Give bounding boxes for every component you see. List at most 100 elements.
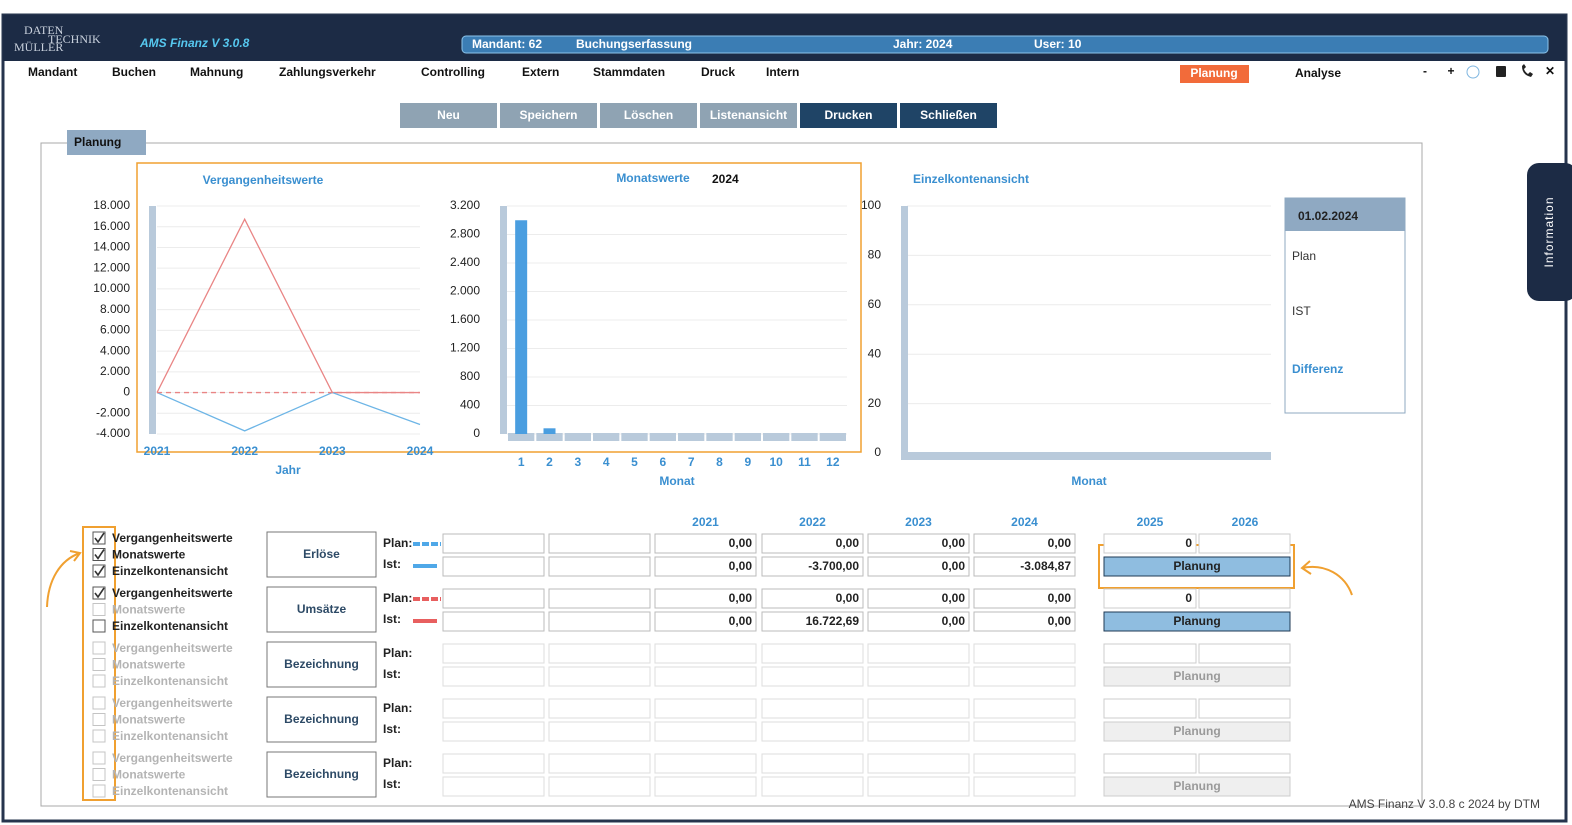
checkbox[interactable]	[92, 603, 106, 616]
input-cell[interactable]	[1103, 753, 1197, 774]
planung-button[interactable]	[1103, 611, 1291, 632]
input-cell[interactable]	[867, 556, 970, 577]
toolbar-button[interactable]	[600, 103, 697, 128]
checkbox[interactable]	[92, 729, 106, 743]
input-cell[interactable]	[761, 533, 864, 554]
menu-item[interactable]: Controlling	[421, 65, 485, 79]
checkbox[interactable]	[92, 696, 106, 710]
input-cell[interactable]	[867, 588, 970, 609]
checkbox-label[interactable]: Einzelkontenansicht	[112, 564, 228, 578]
checkbox-label[interactable]: Vergangenheitswerte	[112, 696, 233, 710]
menu-item[interactable]: Mahnung	[190, 65, 243, 79]
checkbox[interactable]	[92, 674, 106, 688]
input-cell[interactable]	[654, 753, 757, 774]
toolbar-button[interactable]	[400, 103, 497, 128]
menu-item[interactable]: Buchen	[112, 65, 156, 79]
checkbox-label[interactable]: Einzelkontenansicht	[112, 784, 228, 798]
input-cell[interactable]	[867, 721, 970, 742]
group-button-label[interactable]: Bezeichnung	[284, 767, 359, 781]
toolbar-button[interactable]	[900, 103, 997, 128]
menu-icon[interactable]: -	[1423, 64, 1427, 78]
menu-active-label[interactable]: Planung	[1190, 66, 1237, 80]
input-cell[interactable]	[654, 556, 757, 577]
input-cell[interactable]	[867, 753, 970, 774]
menu-item[interactable]: Zahlungsverkehr	[279, 65, 376, 79]
menu-item[interactable]: Intern	[766, 65, 799, 79]
input-cell[interactable]	[654, 776, 757, 797]
checkbox[interactable]	[92, 751, 106, 765]
planung-button[interactable]	[1103, 721, 1291, 742]
checkbox-label[interactable]: Monatswerte	[112, 603, 186, 617]
checkbox-label[interactable]: Einzelkontenansicht	[112, 674, 228, 688]
group-button[interactable]	[266, 586, 377, 633]
input-cell[interactable]	[654, 643, 757, 664]
planung-button-label[interactable]: Planung	[1173, 559, 1220, 573]
input-cell[interactable]	[442, 588, 545, 609]
help-icon[interactable]	[1466, 65, 1480, 79]
input-cell[interactable]	[867, 666, 970, 687]
planung-button[interactable]	[1103, 776, 1291, 797]
checkbox-label[interactable]: Monatswerte	[112, 548, 186, 562]
menu-item[interactable]: Stammdaten	[593, 65, 665, 79]
toolbar-label[interactable]: Drucken	[824, 108, 872, 122]
group-button[interactable]	[266, 696, 377, 743]
input-cell[interactable]	[761, 721, 864, 742]
menu-icon[interactable]: ✕	[1545, 64, 1555, 78]
input-cell[interactable]	[973, 753, 1076, 774]
input-cell[interactable]	[1198, 533, 1291, 554]
input-cell[interactable]	[761, 643, 864, 664]
input-cell[interactable]	[867, 698, 970, 719]
menu-item[interactable]: Extern	[522, 65, 559, 79]
menu-item[interactable]: Mandant	[28, 65, 77, 79]
input-cell[interactable]	[867, 533, 970, 554]
input-cell[interactable]	[973, 533, 1076, 554]
input-cell[interactable]	[548, 776, 651, 797]
checkbox-label[interactable]: Vergangenheitswerte	[112, 641, 233, 655]
group-button[interactable]	[266, 751, 377, 798]
input-cell[interactable]	[1198, 698, 1291, 719]
input-cell[interactable]	[548, 556, 651, 577]
input-cell[interactable]	[654, 533, 757, 554]
checkbox[interactable]	[92, 619, 106, 633]
input-cell[interactable]	[761, 588, 864, 609]
checkbox-label[interactable]: Vergangenheitswerte	[112, 531, 233, 545]
toolbar-button[interactable]	[800, 103, 897, 128]
input-cell[interactable]	[973, 643, 1076, 664]
toolbar-label[interactable]: Speichern	[519, 108, 577, 122]
input-cell[interactable]	[548, 753, 651, 774]
input-cell[interactable]	[548, 698, 651, 719]
input-cell[interactable]	[973, 556, 1076, 577]
group-button[interactable]	[266, 531, 377, 578]
menu-item[interactable]: Druck	[701, 65, 735, 79]
input-cell[interactable]	[654, 698, 757, 719]
checkbox[interactable]	[92, 784, 106, 798]
input-cell[interactable]	[867, 643, 970, 664]
input-cell[interactable]	[654, 588, 757, 609]
planung-button-label[interactable]: Planung	[1173, 779, 1220, 793]
input-cell[interactable]	[548, 666, 651, 687]
input-cell[interactable]	[867, 776, 970, 797]
toolbar-label[interactable]: Schließen	[920, 108, 977, 122]
doc-icon[interactable]	[1496, 66, 1506, 77]
checkbox-label[interactable]: Vergangenheitswerte	[112, 751, 233, 765]
input-cell[interactable]	[442, 533, 545, 554]
input-cell[interactable]	[973, 776, 1076, 797]
input-cell[interactable]	[973, 666, 1076, 687]
checkbox[interactable]	[92, 768, 106, 781]
checkbox[interactable]	[92, 658, 106, 671]
input-cell[interactable]	[761, 698, 864, 719]
checkbox-label[interactable]: Monatswerte	[112, 768, 186, 782]
checkbox-label[interactable]: Einzelkontenansicht	[112, 619, 228, 633]
input-cell[interactable]	[973, 721, 1076, 742]
checkbox-label[interactable]: Einzelkontenansicht	[112, 729, 228, 743]
input-cell[interactable]	[761, 556, 864, 577]
input-cell[interactable]	[761, 666, 864, 687]
menu-icon[interactable]: +	[1447, 64, 1454, 78]
input-cell[interactable]	[973, 611, 1076, 632]
checkbox-label[interactable]: Vergangenheitswerte	[112, 586, 233, 600]
input-cell[interactable]	[548, 611, 651, 632]
input-cell[interactable]	[442, 666, 545, 687]
checkbox-label[interactable]: Monatswerte	[112, 713, 186, 727]
planung-button-label[interactable]: Planung	[1173, 614, 1220, 628]
input-cell[interactable]	[654, 611, 757, 632]
